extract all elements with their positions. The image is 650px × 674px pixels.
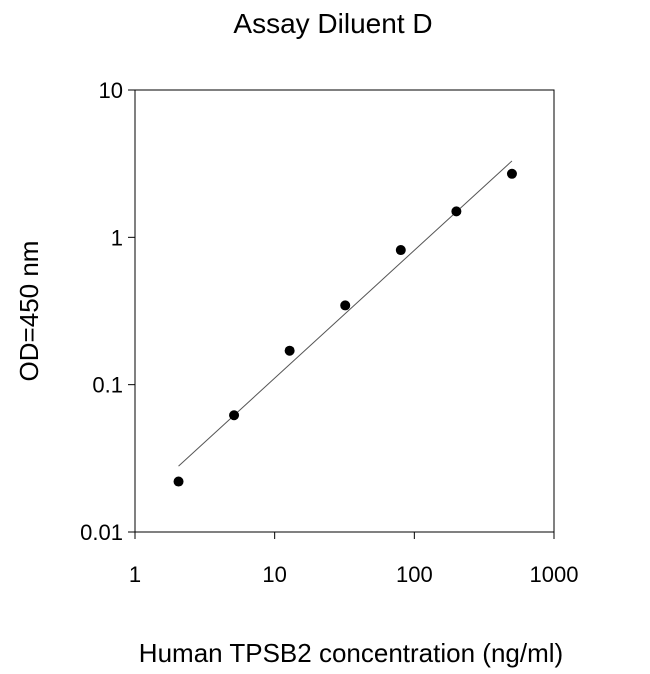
y-tick-label: 10 [99,78,123,103]
fit-line [178,160,513,467]
y-tick-label: 1 [111,225,123,250]
data-point [395,245,406,256]
x-axis: 1 10 100 1000 [129,532,579,587]
data-point [229,410,240,421]
chart-title: Assay Diluent D [233,8,432,39]
y-tick-label: 0.1 [92,373,123,398]
x-axis-label: Human TPSB2 concentration (ng/ml) [139,638,563,668]
x-tick-label: 100 [396,562,433,587]
data-points [173,168,517,487]
x-tick-label: 1 [129,562,141,587]
y-axis-label: OD=450 nm [14,241,44,382]
plot-frame [134,89,555,533]
x-tick-label: 1000 [530,562,579,587]
y-axis: 0.01 0.1 1 10 [80,78,135,545]
data-point [340,300,351,311]
data-point [284,345,295,356]
data-point [506,168,517,179]
data-point [451,206,462,217]
x-tick-label: 10 [262,562,286,587]
y-tick-label: 0.01 [80,520,123,545]
data-point [173,476,184,487]
